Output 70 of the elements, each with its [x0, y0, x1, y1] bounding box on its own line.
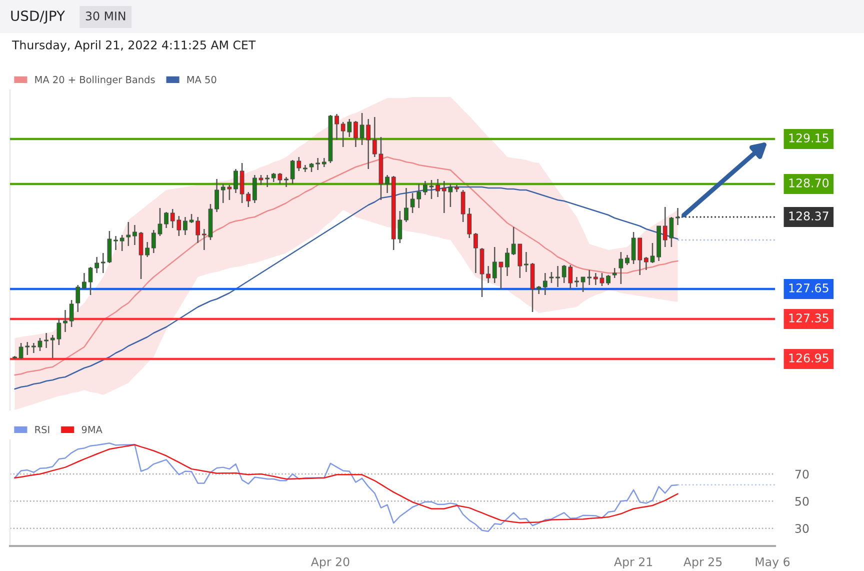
candlestick [132, 224, 137, 246]
candlestick [618, 251, 624, 285]
ref-line-label: 127.65 [789, 283, 828, 292]
candlestick [606, 274, 610, 286]
candlestick [505, 247, 510, 277]
candlestick [486, 265, 490, 284]
candlestick [63, 309, 68, 333]
ref-line-label: 128.70 [789, 178, 829, 188]
chart-title: USD/JPY [11, 10, 66, 24]
candlestick [94, 256, 99, 274]
x-tick-label: Apr 25 [684, 557, 722, 569]
candlestick [404, 187, 408, 223]
ref-line-label: 128.37 [789, 211, 828, 220]
legend-label: RSI [35, 426, 50, 434]
y-tick-label: 50 [795, 496, 809, 506]
x-tick-label: Apr 20 [310, 557, 350, 569]
candlestick [354, 120, 358, 148]
candlestick [436, 178, 440, 198]
candlestick [334, 113, 339, 141]
candlestick [265, 174, 270, 188]
candlestick [88, 266, 93, 296]
candlestick [32, 342, 36, 354]
candlestick [429, 179, 434, 200]
y-tick-label: 30 [795, 524, 809, 533]
candlestick [612, 267, 617, 279]
ref-line-label: 127.35 [789, 313, 828, 322]
candlestick [600, 272, 604, 287]
candlestick [202, 228, 206, 251]
candlestick [258, 174, 264, 186]
candlestick [164, 211, 168, 229]
candlestick [385, 174, 390, 194]
candlestick [120, 234, 124, 252]
candlestick [284, 176, 288, 188]
candlestick [82, 272, 86, 290]
candlestick [38, 337, 42, 352]
candlestick [214, 178, 219, 213]
candlestick [474, 232, 478, 274]
legend-label: MA 20 + Bollinger Bands [35, 76, 155, 86]
legend-label: MA 50 [187, 76, 216, 84]
candlestick [423, 180, 428, 196]
legend-label: 9MA [82, 426, 102, 434]
candlestick [650, 242, 655, 264]
candlestick [644, 256, 648, 271]
candlestick [126, 221, 131, 247]
candlestick [549, 271, 554, 284]
candlestick [625, 254, 630, 266]
candlestick [556, 265, 560, 288]
chart-subtitle: Thursday, April 21, 2022 4:11:25 AM CET [12, 40, 256, 52]
text: 30 MIN [86, 11, 126, 20]
candlestick [372, 116, 377, 158]
candlestick [316, 157, 320, 171]
candlestick [44, 332, 48, 349]
x-tick-label: May 6 [756, 557, 790, 569]
candlestick [234, 168, 238, 194]
candlestick [542, 272, 548, 296]
candlestick [676, 207, 680, 226]
ref-line-label: 129.15 [789, 133, 828, 142]
y-tick-label: 70 [795, 470, 809, 479]
candlestick [183, 216, 188, 236]
x-tick-label: Apr 21 [614, 557, 652, 569]
ref-line-label: 126.95 [789, 353, 828, 362]
candlestick [69, 299, 74, 328]
candlestick [138, 231, 144, 280]
candlestick [252, 174, 257, 204]
candlestick [145, 241, 150, 258]
candlestick [524, 251, 528, 273]
candlestick [76, 284, 80, 313]
candlestick [574, 276, 579, 288]
candlestick [114, 235, 118, 251]
candlestick [593, 272, 598, 286]
